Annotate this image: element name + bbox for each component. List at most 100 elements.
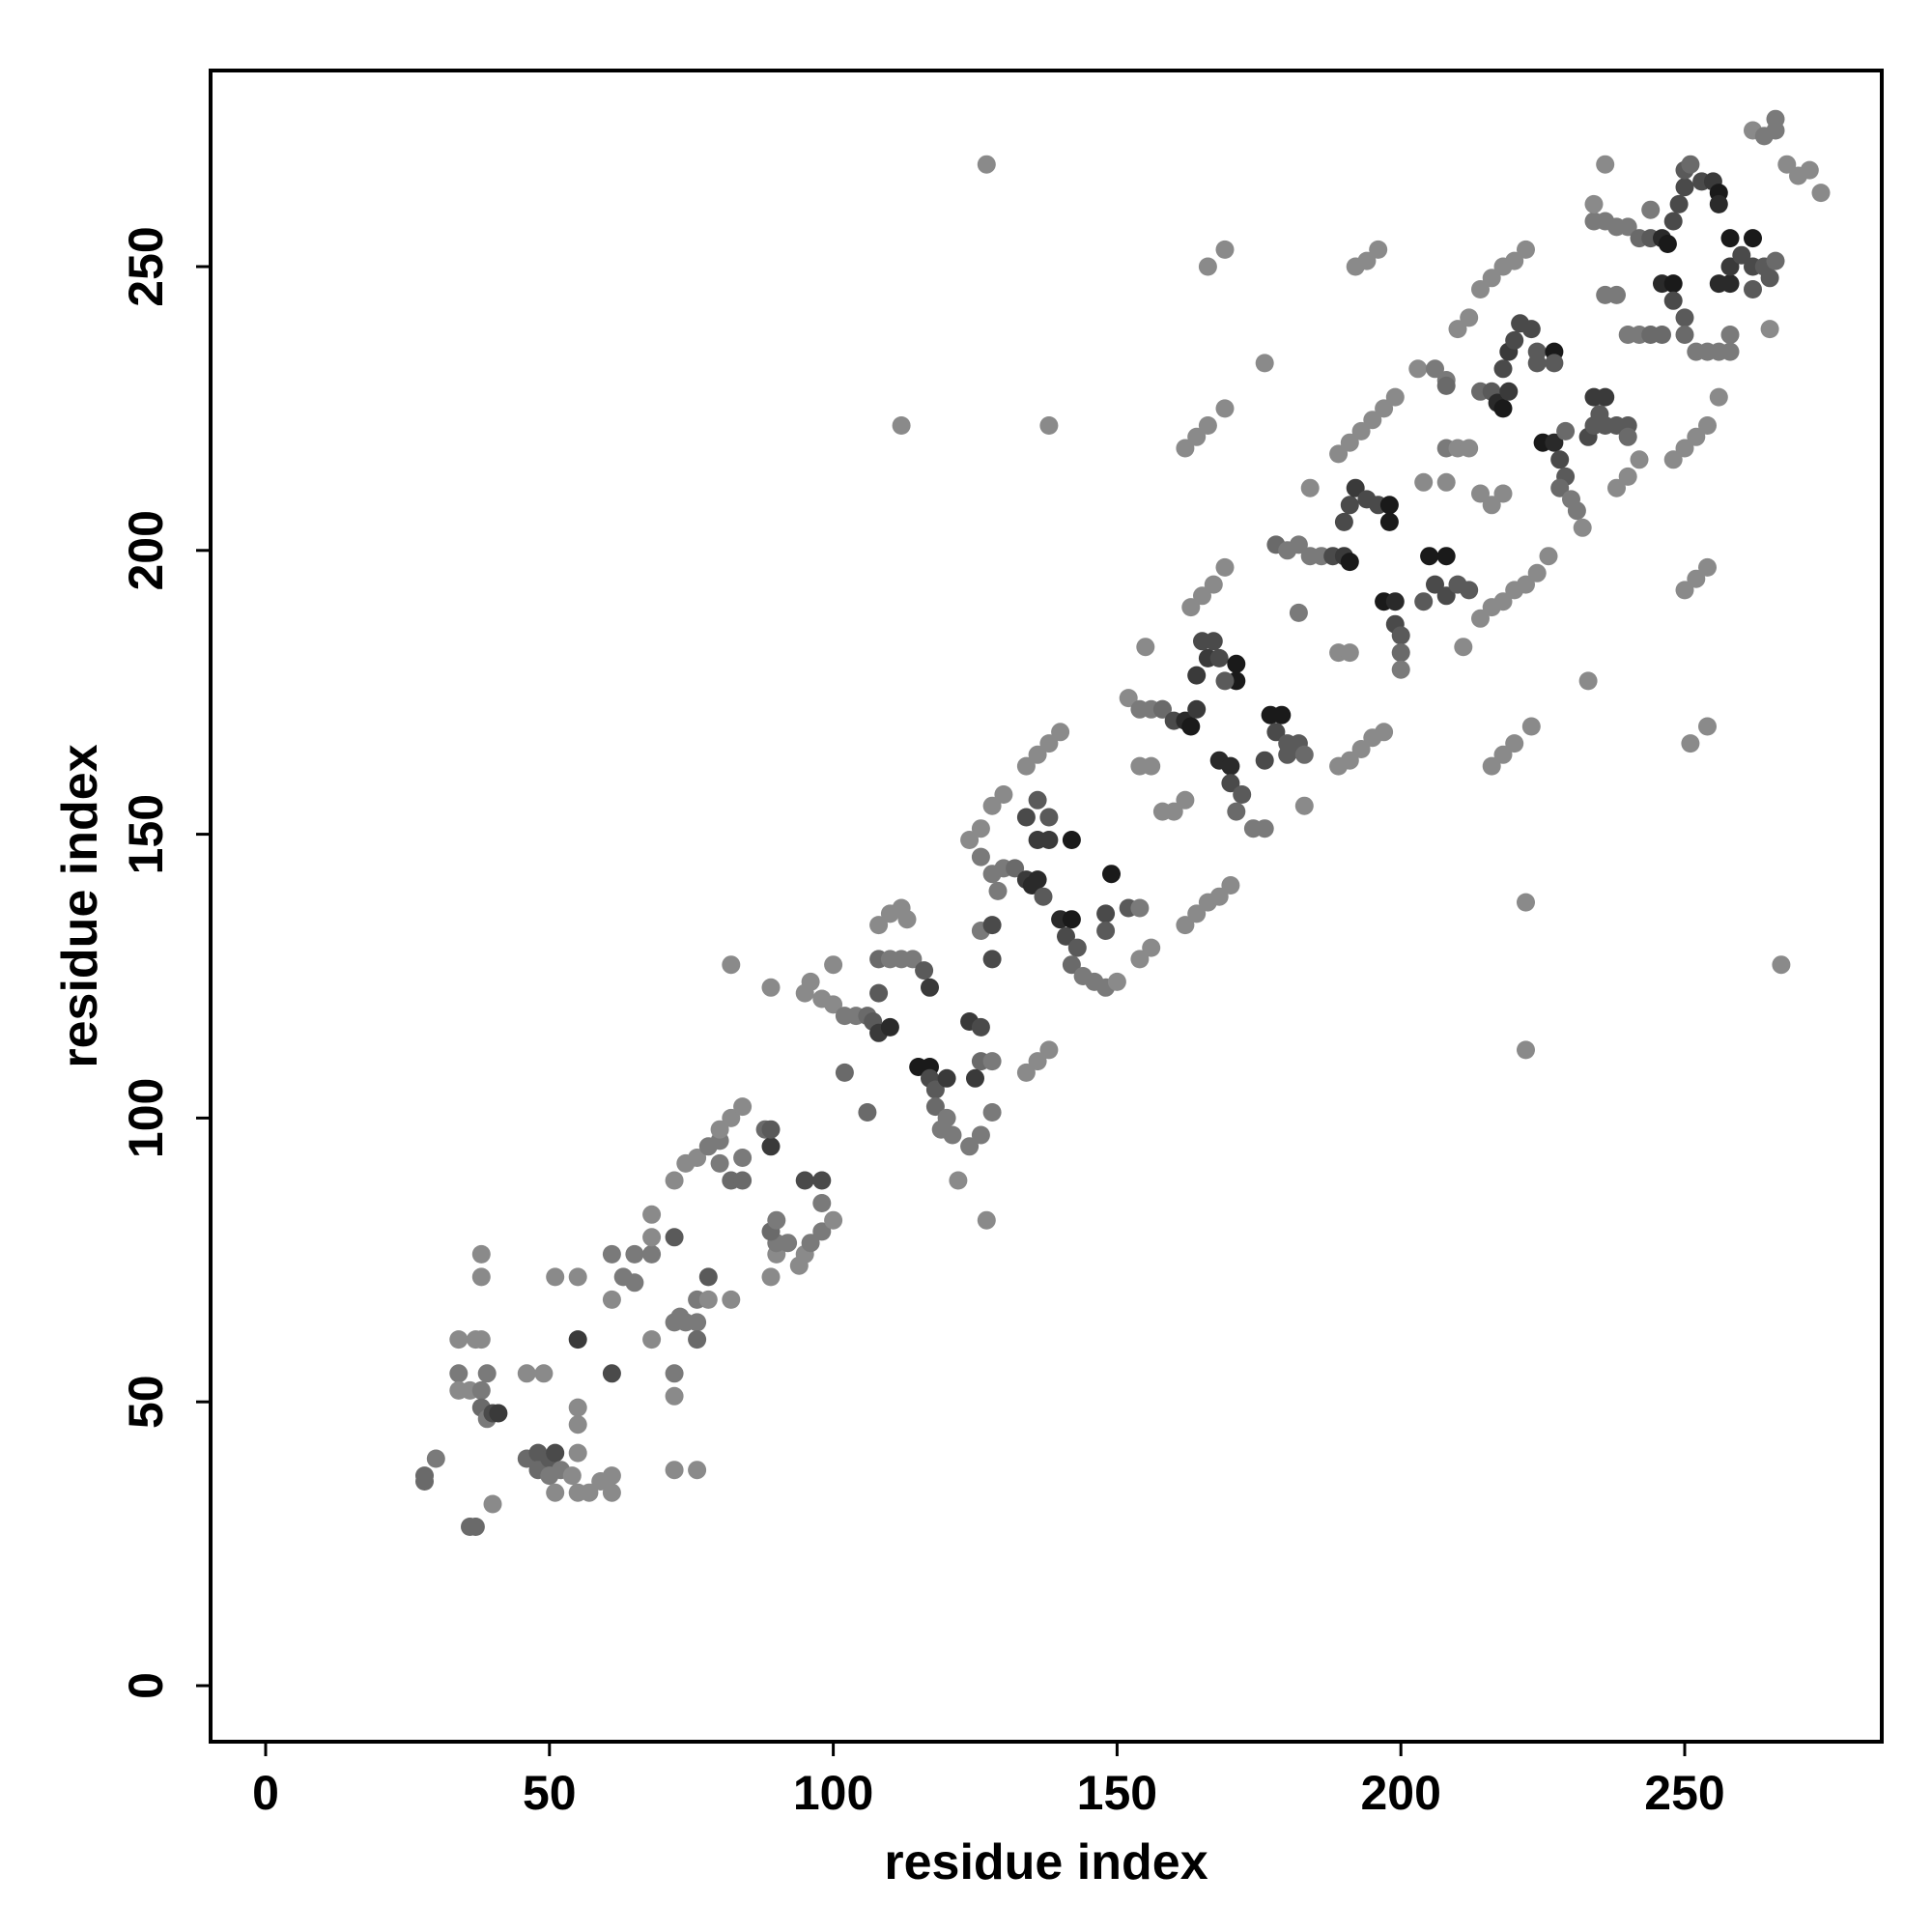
data-point — [1215, 671, 1235, 691]
data-point — [1408, 359, 1428, 379]
data-point — [1471, 609, 1490, 628]
data-point — [568, 1267, 587, 1287]
data-point — [1351, 421, 1371, 440]
data-point — [1193, 632, 1211, 651]
data-point — [1460, 308, 1479, 327]
data-point — [1034, 887, 1053, 906]
data-point — [1391, 643, 1410, 663]
data-point — [1772, 955, 1791, 975]
data-point — [688, 1461, 707, 1480]
data-point — [915, 961, 934, 980]
data-point — [1227, 654, 1246, 673]
data-point — [761, 1120, 781, 1139]
data-point — [722, 1108, 741, 1127]
data-point — [665, 1228, 684, 1247]
data-point — [812, 1194, 832, 1212]
data-points — [415, 109, 1831, 1536]
data-point — [562, 1466, 582, 1486]
x-tick-label: 50 — [523, 1766, 577, 1820]
data-point — [1272, 705, 1292, 724]
data-point — [1567, 501, 1586, 521]
data-point — [1057, 926, 1075, 946]
data-point — [1176, 439, 1195, 458]
data-point — [1460, 581, 1479, 600]
data-point — [1527, 563, 1547, 582]
data-point — [971, 847, 990, 867]
data-point — [1436, 547, 1456, 566]
data-point — [1584, 194, 1604, 213]
data-point — [925, 1097, 945, 1117]
data-point — [1130, 950, 1150, 969]
data-point — [801, 972, 820, 991]
data-point — [1016, 1063, 1036, 1082]
data-point — [1777, 155, 1797, 174]
data-point — [477, 1364, 497, 1383]
data-point — [1340, 433, 1359, 452]
data-point — [892, 416, 911, 435]
data-point — [1096, 904, 1116, 923]
data-point — [449, 1364, 469, 1383]
data-point — [1556, 421, 1576, 440]
data-point — [1720, 257, 1740, 276]
data-point — [688, 1313, 707, 1332]
data-point — [1436, 376, 1456, 395]
data-point — [1517, 1040, 1535, 1060]
data-point — [1204, 575, 1223, 594]
data-point — [1209, 648, 1229, 668]
data-point — [1505, 251, 1524, 270]
data-point — [625, 1244, 644, 1264]
data-point — [1663, 274, 1683, 294]
data-point — [1658, 235, 1677, 253]
data-point — [1618, 427, 1637, 446]
data-point — [1215, 240, 1235, 259]
data-point — [1607, 478, 1626, 497]
data-point — [1215, 399, 1235, 418]
data-point — [1766, 109, 1785, 128]
data-point — [568, 1330, 587, 1350]
data-point — [471, 1244, 491, 1264]
plot-frame — [209, 69, 1884, 1744]
data-point — [897, 910, 917, 929]
data-point — [546, 1267, 565, 1287]
data-point — [688, 1330, 707, 1350]
data-point — [1760, 269, 1779, 288]
data-point — [1379, 496, 1399, 515]
data-point — [1346, 478, 1365, 497]
data-point — [1334, 512, 1353, 531]
data-point — [1517, 575, 1535, 594]
data-point — [1720, 229, 1740, 248]
data-point — [1521, 320, 1541, 339]
data-point — [982, 796, 1002, 815]
y-tick-label: 50 — [119, 1375, 173, 1429]
data-point — [1289, 603, 1308, 622]
data-point — [602, 1290, 621, 1309]
data-point — [982, 1103, 1002, 1122]
data-point — [1517, 240, 1535, 259]
data-point — [1499, 382, 1519, 401]
data-point — [1062, 955, 1081, 975]
data-point — [688, 1149, 707, 1167]
data-point — [1698, 416, 1717, 435]
data-point — [1517, 893, 1535, 912]
data-point — [1744, 280, 1762, 298]
data-point — [1596, 155, 1615, 174]
data-point — [568, 1415, 587, 1435]
data-point — [1016, 808, 1036, 827]
data-point — [949, 1171, 968, 1190]
data-point — [960, 1137, 980, 1156]
data-point — [971, 1017, 990, 1037]
data-point — [761, 1267, 781, 1287]
data-point — [1720, 326, 1740, 344]
data-point — [471, 1380, 491, 1400]
data-point — [1720, 342, 1740, 361]
data-point — [710, 1120, 729, 1139]
data-point — [1681, 734, 1700, 753]
data-point — [869, 916, 889, 935]
data-point — [1039, 416, 1059, 435]
data-point — [1436, 586, 1456, 606]
data-point — [1255, 354, 1274, 373]
data-point — [1176, 790, 1195, 810]
data-point — [1379, 512, 1399, 531]
data-point — [483, 1494, 502, 1514]
